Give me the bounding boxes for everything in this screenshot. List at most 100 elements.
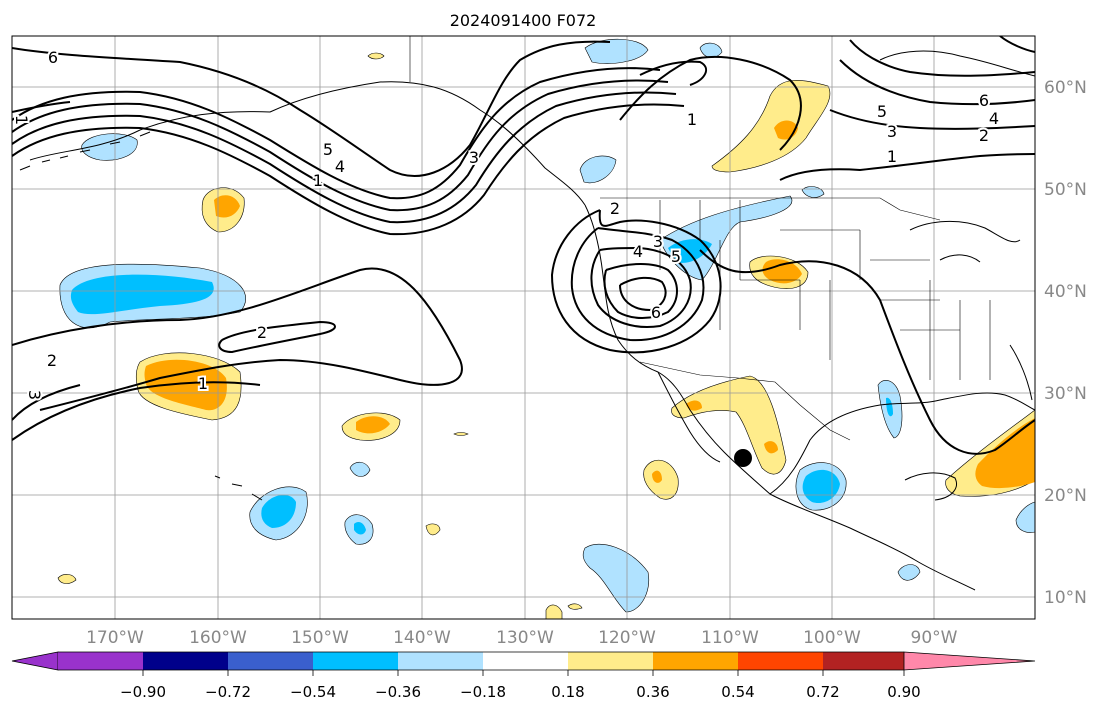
colorbar-tick-labels: −0.90 −0.72 −0.54 −0.36 −0.18 0.18 0.36 …	[120, 683, 921, 701]
contour-label: 3	[653, 232, 663, 251]
contour	[590, 246, 692, 328]
colorbar-outline	[58, 651, 904, 671]
alaska-coast	[29, 81, 586, 206]
colorbar-ticks	[142, 670, 905, 676]
colorbar-segment	[228, 652, 313, 670]
contour	[12, 381, 261, 441]
contour	[12, 67, 661, 200]
colorbar-tick-label: −0.54	[290, 683, 336, 701]
lat-label: 10°N	[1044, 588, 1087, 608]
colorbar-tick-label: 0.36	[636, 683, 669, 701]
lon-label: 140°W	[393, 628, 451, 648]
map-area: 6 5 4 3 2 1 1 2 3 4 5 6 2 6 5 4 3 2 1 1 …	[12, 36, 1035, 619]
pos-region	[545, 604, 563, 619]
pos-core	[652, 470, 662, 483]
contour-label: 4	[633, 242, 643, 261]
neg-region	[699, 42, 723, 58]
florida	[1009, 344, 1033, 401]
contour	[12, 384, 81, 421]
contour	[779, 153, 1035, 181]
pos-core	[762, 259, 802, 284]
pos-core	[214, 195, 240, 218]
contour-label: 3	[25, 390, 44, 400]
colorbar: −0.90 −0.72 −0.54 −0.36 −0.18 0.18 0.36 …	[11, 651, 1036, 701]
lat-label: 20°N	[1044, 486, 1087, 506]
contour-label: 4	[335, 157, 345, 176]
colorbar-segment	[653, 652, 738, 670]
great-lakes	[909, 220, 1021, 263]
lon-label: 100°W	[803, 628, 861, 648]
us-mexico-border	[639, 361, 851, 441]
contour	[603, 263, 678, 319]
lat-labels: 60°N 50°N 40°N 30°N 20°N 10°N	[1044, 78, 1087, 608]
contour	[699, 249, 1035, 455]
contour-label: 6	[651, 303, 661, 322]
pos-region	[567, 603, 583, 610]
contour-label: 2	[47, 351, 57, 370]
west-coast	[584, 204, 976, 591]
contour	[829, 109, 1035, 130]
colorbar-tick-label: 0.18	[551, 683, 584, 701]
colorbar-tick-label: 0.72	[806, 683, 839, 701]
neg-region	[349, 461, 371, 477]
map-frame	[11, 35, 1036, 620]
lon-label: 160°W	[189, 628, 247, 648]
pos-region	[425, 523, 441, 536]
contour-label: 5	[877, 102, 887, 121]
colorbar-tick-label: 0.54	[721, 683, 754, 701]
lon-label: 120°W	[598, 628, 656, 648]
pos-core	[975, 418, 1035, 489]
borders	[409, 36, 991, 441]
pos-region	[367, 52, 385, 60]
contour	[839, 59, 1035, 106]
colorbar-segment	[58, 652, 143, 670]
graticule	[12, 36, 1035, 619]
state-borders	[659, 200, 991, 380]
colorbar-tick-label: −0.18	[460, 683, 506, 701]
contour	[12, 267, 463, 411]
contour-label: 3	[469, 148, 479, 167]
contour-label: 1	[12, 115, 31, 125]
contour-label: 1	[887, 147, 897, 166]
neg-core	[354, 522, 366, 535]
neg-core	[70, 274, 214, 315]
neg-region	[579, 155, 617, 184]
hawaii	[214, 475, 263, 501]
lat-label: 50°N	[1044, 180, 1087, 200]
contour-lines	[12, 36, 1035, 455]
contour	[999, 36, 1035, 53]
lat-label: 60°N	[1044, 78, 1087, 98]
neg-region	[582, 543, 650, 613]
contour-label: 6	[979, 91, 989, 110]
contour-label: 5	[323, 140, 333, 159]
colorbar-segment	[313, 652, 398, 670]
contour	[570, 227, 705, 342]
pos-core	[764, 441, 778, 454]
lat-label: 30°N	[1044, 384, 1087, 404]
contour-label: 2	[610, 199, 620, 218]
yucatan	[904, 472, 957, 501]
aleutian-islands	[19, 131, 151, 171]
contour	[12, 101, 71, 113]
neg-region	[1015, 501, 1035, 533]
contour-label: 1	[313, 171, 323, 190]
contour	[12, 103, 685, 236]
pos-core	[356, 416, 390, 434]
contour-label: 1	[687, 110, 697, 129]
contour-label: 1	[198, 374, 208, 393]
lon-label: 110°W	[701, 628, 759, 648]
lon-label: 150°W	[291, 628, 349, 648]
colorbar-segment	[738, 652, 823, 670]
colorbar-tick-label: 0.90	[887, 683, 920, 701]
contour	[12, 91, 677, 224]
contour	[218, 320, 336, 354]
colorbar-segment	[483, 652, 568, 670]
canada-us-border	[600, 197, 941, 221]
lon-label: 130°W	[496, 628, 554, 648]
contour-labels: 6 5 4 3 2 1 1 2 3 4 5 6 2 6 5 4 3 2 1 1 …	[12, 46, 1001, 402]
colorbar-tick-label: −0.90	[120, 683, 166, 701]
location-marker	[734, 449, 752, 467]
neg-region	[81, 133, 138, 161]
contour	[550, 209, 722, 354]
